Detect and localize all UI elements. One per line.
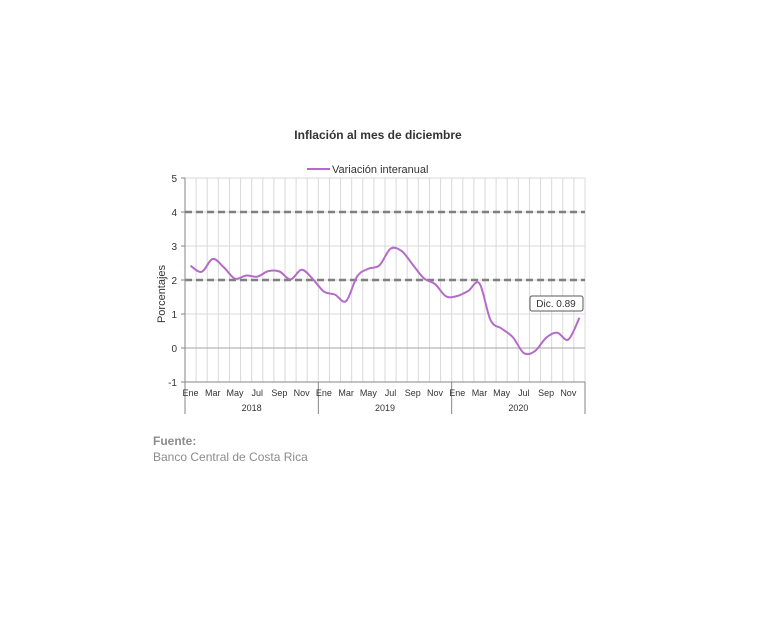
y-tick-label: 3 [171, 242, 177, 253]
x-tick-label: Mar [472, 388, 488, 398]
data-point [334, 293, 336, 295]
source-label: Fuente: [153, 434, 197, 448]
data-point [478, 282, 480, 284]
chart-legend: Variación interanual [307, 164, 428, 176]
data-point [423, 277, 425, 279]
data-point [523, 352, 525, 354]
year-label: 2020 [508, 403, 528, 413]
x-tick-label: Nov [560, 388, 577, 398]
x-tick-label: May [493, 388, 511, 398]
data-point [389, 248, 391, 250]
data-point [500, 327, 502, 329]
data-point [212, 258, 214, 260]
data-point [467, 290, 469, 292]
data-point [456, 295, 458, 297]
x-tick-label: Nov [294, 388, 311, 398]
data-point [356, 275, 358, 277]
annotation: Dic. 0.89 [529, 295, 584, 312]
x-tick-label: Mar [338, 388, 354, 398]
data-point [245, 274, 247, 276]
x-tick-label: Nov [427, 388, 444, 398]
data-point [545, 337, 547, 339]
data-point [278, 270, 280, 272]
data-point [267, 270, 269, 272]
data-point [256, 275, 258, 277]
data-point [445, 295, 447, 297]
x-tick-label: Jul [518, 388, 530, 398]
data-point [345, 300, 347, 302]
data-point [367, 268, 369, 270]
x-tick-label: May [360, 388, 378, 398]
data-point [300, 269, 302, 271]
data-point [434, 283, 436, 285]
x-tick-label: Sep [538, 388, 554, 398]
annotation-label: Dic. 0.89 [536, 299, 576, 310]
y-tick-label: 2 [171, 276, 177, 287]
legend-label: Variación interanual [332, 164, 428, 176]
data-point [412, 264, 414, 266]
y-tick-label: 5 [171, 174, 177, 185]
y-tick-label: -1 [168, 378, 177, 389]
data-point [189, 265, 191, 267]
x-tick-label: Ene [183, 388, 199, 398]
chart-title: Inflación al mes de diciembre [294, 128, 462, 142]
annotation-box [529, 295, 584, 312]
x-tick-label: Mar [205, 388, 221, 398]
y-tick-label: 4 [171, 208, 177, 219]
x-tick-label: Jul [251, 388, 263, 398]
data-point [556, 332, 558, 334]
data-point [567, 338, 569, 340]
data-point [489, 319, 491, 321]
data-point [578, 317, 580, 319]
data-point [234, 277, 236, 279]
x-tick-label: Sep [405, 388, 421, 398]
data-point [534, 350, 536, 352]
source-name: Banco Central de Costa Rica [153, 450, 308, 464]
data-point [512, 336, 514, 338]
year-label: 2019 [375, 403, 395, 413]
x-tick-label: May [226, 388, 244, 398]
y-tick-label: 0 [171, 344, 177, 355]
y-axis-ticks: -1 0 1 2 3 4 5 [168, 174, 185, 389]
x-axis-ticks: Ene Mar May Jul Sep Nov Ene Mar May Jul Sep Nov Ene M… [183, 382, 586, 414]
x-tick-label: Sep [271, 388, 287, 398]
year-label: 2018 [242, 403, 262, 413]
y-axis-label: Porcentajes [156, 264, 168, 323]
inflation-chart: Inflación al mes de diciembre Variación … [156, 128, 586, 414]
x-tick-label: Ene [316, 388, 332, 398]
data-point [400, 250, 402, 252]
x-tick-label: Ene [449, 388, 465, 398]
reference-lines [185, 210, 585, 282]
data-point [378, 264, 380, 266]
data-point [200, 271, 202, 273]
data-point [223, 266, 225, 268]
data-point [289, 278, 291, 280]
series-line [189, 246, 581, 356]
x-tick-label: Jul [385, 388, 397, 398]
data-point [312, 278, 314, 280]
source-note: Fuente: Banco Central de Costa Rica [153, 433, 308, 465]
y-tick-label: 1 [171, 310, 177, 321]
data-point [323, 290, 325, 292]
